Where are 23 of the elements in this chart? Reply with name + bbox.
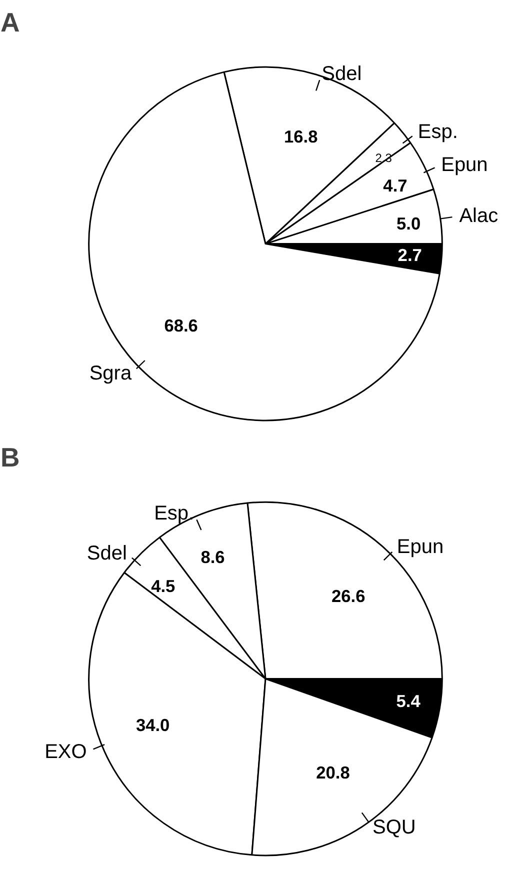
data-label: 2.7 xyxy=(398,244,422,265)
data-label: 4.7 xyxy=(383,175,408,196)
slice-label: Alac xyxy=(459,205,498,228)
data-label: 34.0 xyxy=(136,714,170,735)
data-label: 20.8 xyxy=(316,762,350,783)
data-label: 26.6 xyxy=(332,586,366,606)
slice-label: EXO xyxy=(44,740,87,763)
data-label: 16.8 xyxy=(284,126,318,147)
data-label: 68.6 xyxy=(164,315,198,336)
slice-label: Esp. xyxy=(154,502,194,525)
slice-label: Sdel xyxy=(322,62,362,85)
slice-label: SQU xyxy=(372,816,416,838)
data-label: 8.6 xyxy=(200,546,226,567)
slice-label: Sgra xyxy=(89,362,132,384)
chart-title: B xyxy=(0,442,20,472)
slice-label: Epun xyxy=(396,536,444,558)
slice-label: Epun xyxy=(441,154,488,176)
data-label: 5.0 xyxy=(396,213,421,234)
data-label: 4.5 xyxy=(151,576,176,596)
data-label: 5.4 xyxy=(396,690,421,711)
slice-label: Esp. xyxy=(418,121,458,144)
chart-title: A xyxy=(0,8,20,38)
slice-label: Sdel xyxy=(86,542,127,564)
